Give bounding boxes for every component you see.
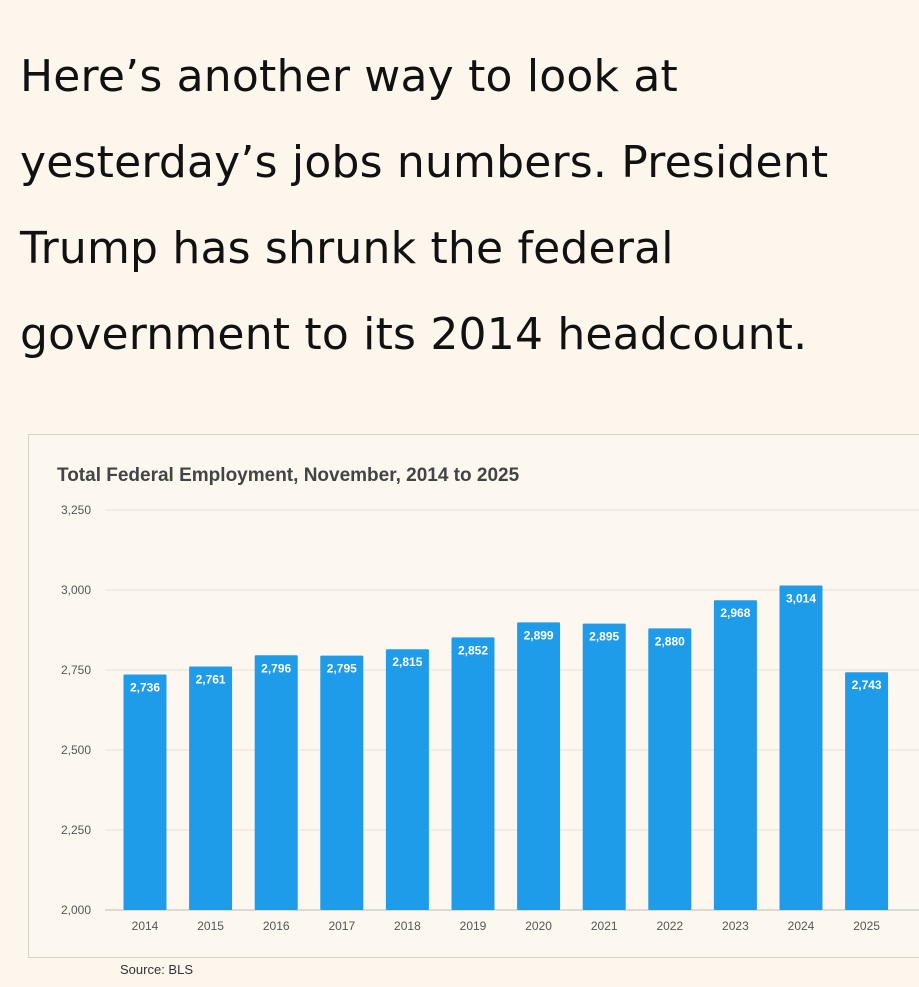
x-tick-label: 2020: [525, 919, 552, 933]
bar-2025: [845, 672, 889, 910]
data-label-2021: 2,895: [589, 630, 619, 644]
data-label-2020: 2,899: [524, 628, 554, 642]
bar-2019: [451, 637, 495, 910]
data-label-2025: 2,743: [852, 678, 882, 692]
y-tick-label: 3,000: [61, 583, 91, 597]
data-label-2017: 2,795: [327, 662, 357, 676]
data-label-2024: 3,014: [786, 592, 816, 606]
post-text: Here’s another way to look at yesterday’…: [20, 34, 900, 378]
x-tick-label: 2021: [591, 919, 618, 933]
data-label-2022: 2,880: [655, 634, 685, 648]
chart-card: Total Federal Employment, November, 2014…: [28, 434, 919, 958]
source-note: Source: BLS: [120, 962, 193, 977]
x-axis-tick-labels: 2014 2015 2016 2017 2018 2019 2020 2021 2022 2023…: [132, 919, 881, 933]
bar-2023: [713, 600, 757, 910]
y-tick-label: 2,750: [61, 663, 91, 677]
data-label-2019: 2,852: [458, 643, 488, 657]
y-tick-label: 2,500: [61, 743, 91, 757]
bar-2017: [320, 655, 364, 910]
bar-chart: Total Federal Employment, November, 2014…: [57, 465, 919, 933]
x-tick-label: 2023: [722, 919, 749, 933]
y-axis-tick-labels: 2,000 2,250 2,500 2,750 3,000 3,250: [61, 503, 91, 917]
chart-title: Total Federal Employment, November, 2014…: [57, 465, 520, 486]
post-line-1: Here’s another way to look at: [20, 51, 678, 102]
data-label-2018: 2,815: [392, 655, 422, 669]
bar-2014: [123, 674, 167, 910]
x-tick-label: 2015: [197, 919, 224, 933]
post-line-4: government to its 2014 headcount.: [20, 309, 808, 360]
data-label-2016: 2,796: [261, 661, 291, 675]
y-tick-label: 2,250: [61, 823, 91, 837]
bars: 2,736 2,761 2,796 2,795 2,815 2,852 2,899 2,895…: [123, 585, 889, 910]
x-tick-label: 2019: [460, 919, 487, 933]
x-tick-label: 2016: [263, 919, 290, 933]
y-tick-label: 2,000: [61, 903, 91, 917]
bar-2015: [189, 666, 233, 910]
post-line-3: Trump has shrunk the federal: [20, 223, 674, 274]
data-label-2014: 2,736: [130, 680, 160, 694]
y-tick-label: 3,250: [61, 503, 91, 517]
x-tick-label: 2025: [853, 919, 880, 933]
bar-2024: [779, 585, 823, 910]
bar-2021: [582, 623, 626, 910]
x-tick-label: 2017: [328, 919, 355, 933]
post-line-2: yesterday’s jobs numbers. President: [20, 137, 829, 188]
data-label-2015: 2,761: [196, 672, 226, 686]
bar-2016: [254, 655, 298, 910]
data-label-2023: 2,968: [720, 606, 750, 620]
x-tick-label: 2014: [132, 919, 159, 933]
x-tick-label: 2018: [394, 919, 421, 933]
x-tick-label: 2022: [656, 919, 683, 933]
bar-2022: [648, 628, 692, 910]
bar-2020: [517, 622, 561, 910]
bar-2018: [385, 649, 429, 910]
x-tick-label: 2024: [788, 919, 815, 933]
